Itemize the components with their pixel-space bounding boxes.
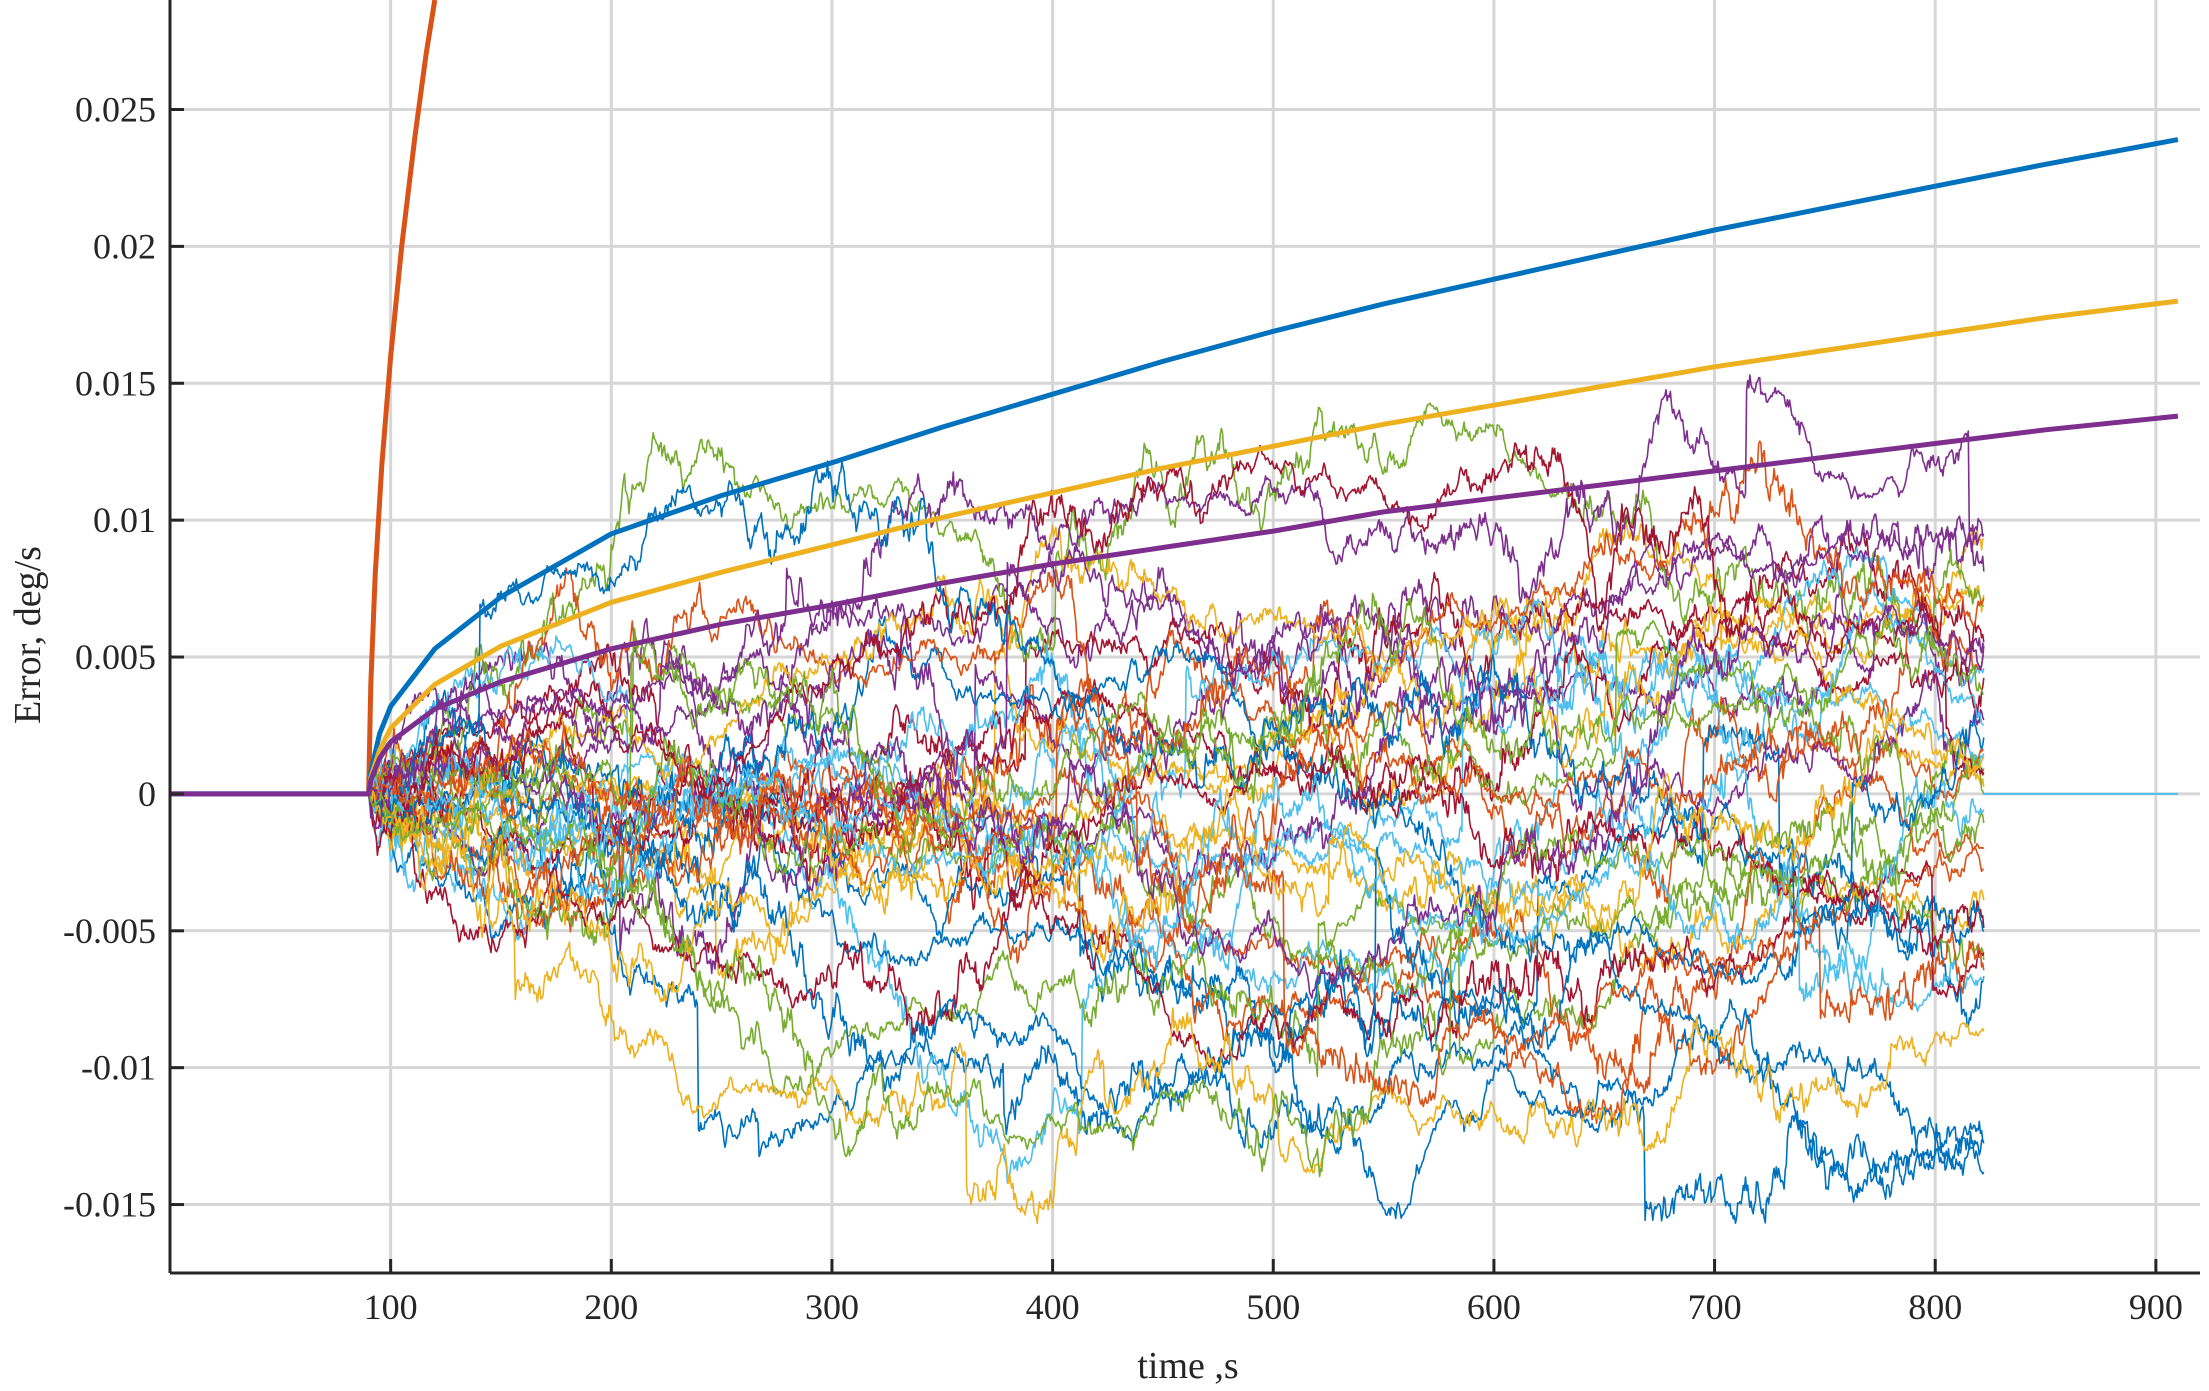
noise-series-22 — [368, 615, 1985, 986]
noise-series-26 — [367, 619, 1985, 889]
noise-series-34 — [367, 752, 1985, 1002]
y-tick-label-0.005: 0.005 — [75, 637, 156, 677]
noise-series-11 — [368, 513, 1985, 975]
noise-series-20 — [367, 579, 1985, 893]
envelope-series-group — [170, 0, 2179, 797]
x-tick-label-200: 200 — [584, 1287, 638, 1327]
noise-series-19 — [368, 791, 1985, 1098]
noise-series-7 — [368, 523, 1985, 852]
noise-series-33 — [367, 738, 1985, 1178]
x-axis-label: time ,s — [1137, 1345, 1238, 1387]
noise-series-8 — [367, 712, 1985, 1220]
noise-series-15 — [367, 723, 1985, 1074]
x-tick-label-500: 500 — [1246, 1287, 1300, 1327]
noise-series-25 — [367, 471, 1985, 799]
y-tick-label--0.01: -0.01 — [81, 1048, 156, 1088]
y-tick-label-0.02: 0.02 — [93, 226, 156, 266]
x-tick-label-900: 900 — [2129, 1287, 2183, 1327]
y-axis-label: Error, deg/s — [7, 546, 49, 724]
x-tick-label-100: 100 — [364, 1287, 418, 1327]
noise-series-24 — [367, 524, 1985, 870]
noise-series-36 — [367, 460, 1985, 939]
y-tick-label-0.01: 0.01 — [93, 500, 156, 540]
y-tick-label--0.015: -0.015 — [63, 1185, 156, 1225]
noise-series-35 — [367, 442, 1985, 824]
y-tick-label--0.005: -0.005 — [63, 911, 156, 951]
y-tick-label-0: 0 — [138, 774, 156, 814]
envelope-curve-4 — [170, 413, 2179, 797]
x-tick-label-700: 700 — [1688, 1287, 1742, 1327]
noise-series-39 — [367, 604, 1985, 999]
noise-series-group — [367, 374, 2178, 1225]
x-tick-label-800: 800 — [1908, 1287, 1962, 1327]
noise-series-31 — [367, 793, 1985, 1225]
y-tick-label-0.025: 0.025 — [75, 90, 156, 130]
tick-labels: 100 200 300 400 500 600 700 800 900 -0.015 -0.01 -0… — [63, 90, 2183, 1327]
noise-series-29 — [367, 788, 1985, 1175]
envelope-curve-1 — [366, 0, 438, 794]
envelope-curve-2 — [170, 137, 2179, 797]
x-tick-label-300: 300 — [805, 1287, 859, 1327]
noise-series-38 — [368, 706, 1985, 1003]
noise-series-37 — [367, 724, 1985, 1108]
x-tick-label-600: 600 — [1467, 1287, 1521, 1327]
envelope-curve-3 — [366, 298, 2179, 795]
noise-series-28 — [368, 748, 1985, 1039]
noise-series-12 — [367, 402, 1985, 826]
y-tick-label-0.015: 0.015 — [75, 363, 156, 403]
x-tick-label-400: 400 — [1026, 1287, 1080, 1327]
axes — [168, 0, 2200, 1275]
noise-series-1 — [367, 689, 1985, 1224]
noise-series-32 — [367, 374, 1985, 806]
noise-series-40 — [368, 592, 1985, 854]
